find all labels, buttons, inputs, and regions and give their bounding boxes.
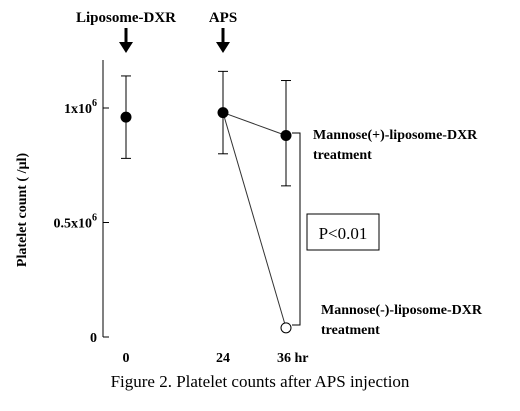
annotations: Mannose(+)-liposome-DXR treatment Mannos…: [292, 128, 483, 338]
event-arrow-head: [216, 42, 230, 53]
x-tick-label: 36 hr: [277, 351, 309, 366]
series1-point: [280, 129, 292, 141]
y-tick-label: 0.5x106: [54, 213, 98, 232]
series2-label-line1: Mannose(-)-liposome-DXR: [321, 303, 483, 318]
pvalue-box: [306, 213, 380, 251]
series1-point: [120, 111, 132, 123]
figure-caption: Figure 2. Platelet counts after APS inje…: [110, 372, 410, 391]
significance-bracket: [292, 132, 301, 326]
event-markers: Liposome-DXR APS: [76, 10, 237, 53]
event-arrow-head: [119, 42, 133, 53]
series2-line: [222, 112, 287, 328]
axes: Platelet count ( /µl): [15, 60, 104, 337]
ticks: 0 0.5x106 1x106 0 24 36 hr: [54, 98, 309, 366]
series1-line: [222, 112, 287, 136]
y-tick-label: 0: [90, 331, 97, 346]
series1-label-line1: Mannose(+)-liposome-DXR: [313, 128, 478, 143]
event-label: Liposome-DXR: [76, 10, 176, 26]
event-label: APS: [209, 10, 237, 26]
y-tick-label: 1x106: [64, 98, 97, 117]
x-tick-label: 0: [123, 351, 130, 366]
series2-point: [280, 322, 292, 334]
y-axis-label: Platelet count ( /µl): [15, 153, 30, 268]
pvalue-label: P<0.01: [319, 224, 368, 243]
series: [120, 70, 292, 334]
series1-label-line2: treatment: [313, 148, 372, 163]
series2-label-line2: treatment: [321, 323, 380, 338]
chart-svg: Platelet count ( /µl) 0 0.5x106 1x106 0 24 36…: [15, 10, 483, 366]
x-tick-label: 24: [216, 351, 230, 366]
series1-point: [217, 107, 229, 119]
